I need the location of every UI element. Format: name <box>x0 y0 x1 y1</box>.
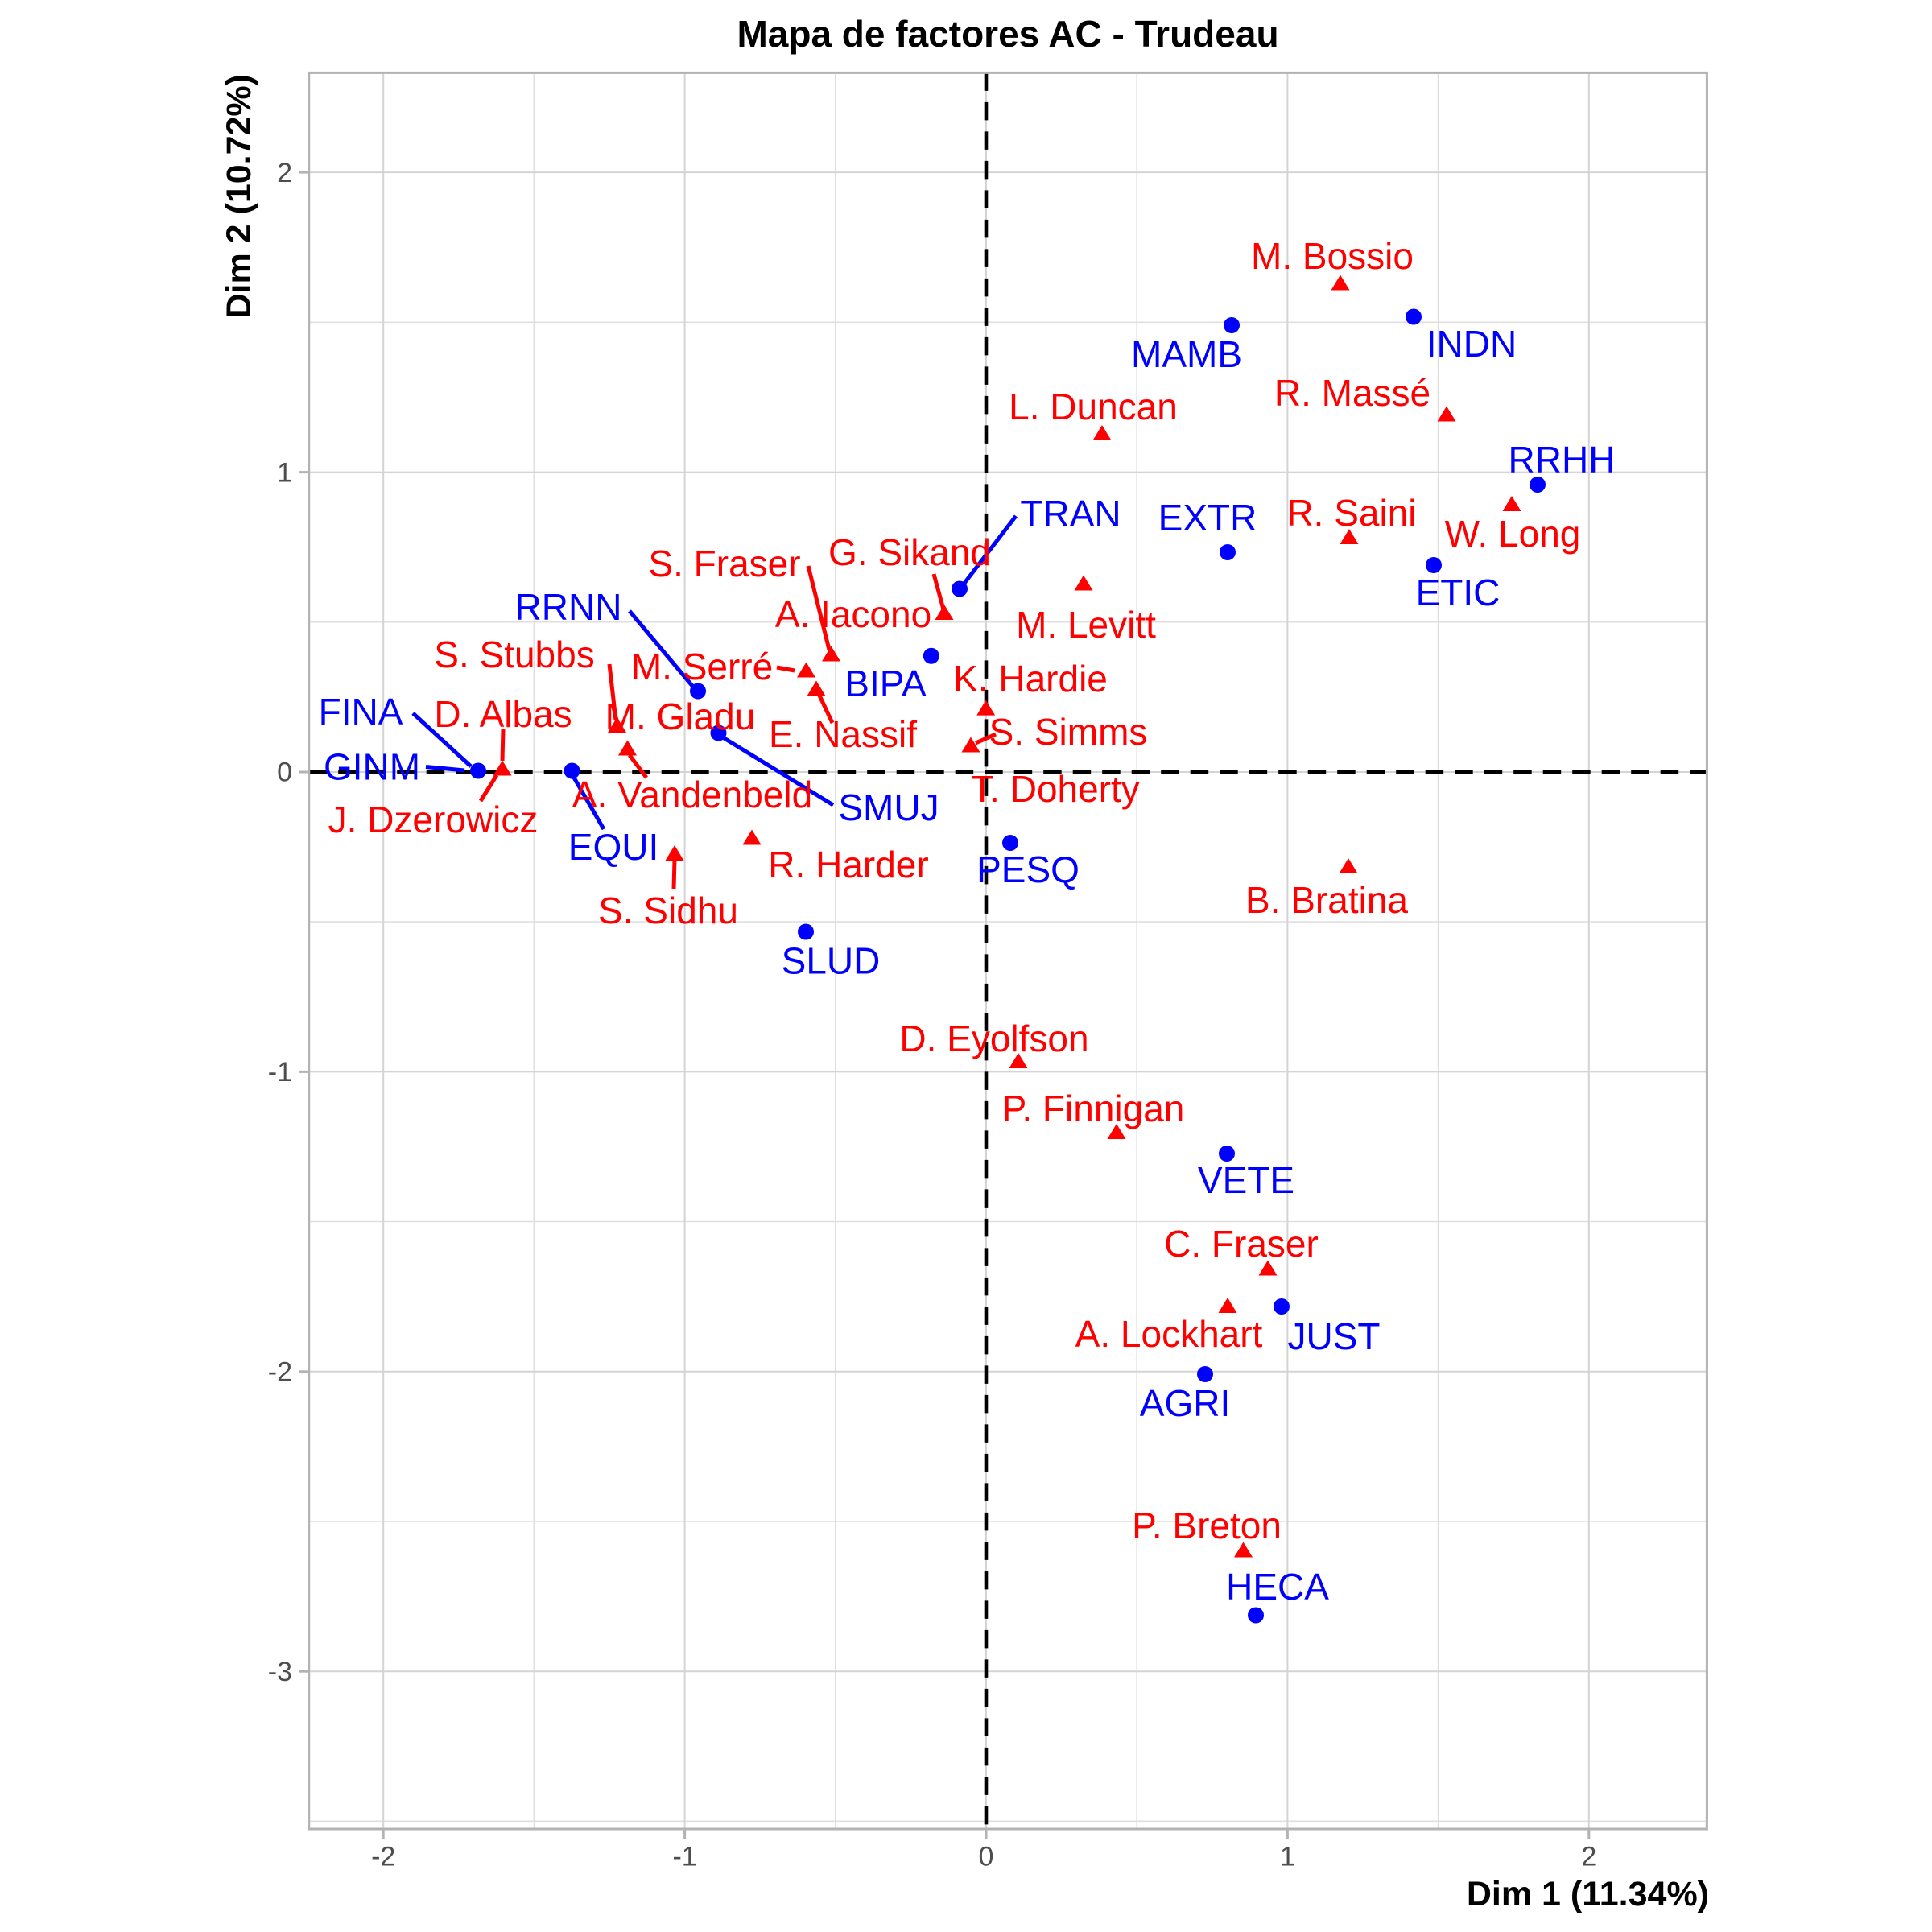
svg-text:1: 1 <box>277 457 292 488</box>
svg-text:0: 0 <box>277 758 292 788</box>
svg-text:S. Stubbs: S. Stubbs <box>434 634 594 675</box>
svg-text:2: 2 <box>1581 1842 1596 1872</box>
svg-text:M. Serré: M. Serré <box>631 646 773 687</box>
svg-text:P. Finnigan: P. Finnigan <box>1002 1088 1185 1129</box>
svg-text:HECA: HECA <box>1226 1566 1329 1608</box>
svg-text:D. Albas: D. Albas <box>434 693 572 735</box>
svg-text:2: 2 <box>277 158 292 188</box>
svg-text:A. Vandenbeld: A. Vandenbeld <box>572 774 812 815</box>
svg-text:RRHH: RRHH <box>1509 439 1616 481</box>
svg-text:EXTR: EXTR <box>1158 497 1257 539</box>
svg-text:0: 0 <box>979 1842 994 1872</box>
svg-text:MAMB: MAMB <box>1131 333 1242 375</box>
svg-text:S. Sidhu: S. Sidhu <box>598 890 738 931</box>
svg-text:R. Harder: R. Harder <box>768 844 928 886</box>
svg-text:B. Bratina: B. Bratina <box>1245 879 1408 921</box>
svg-text:M. Bossio: M. Bossio <box>1251 235 1414 277</box>
svg-text:E. Nassif: E. Nassif <box>769 713 917 755</box>
svg-text:JUST: JUST <box>1288 1315 1381 1357</box>
svg-text:SLUD: SLUD <box>782 940 881 982</box>
svg-text:Dim 2 (10.72%): Dim 2 (10.72%) <box>220 74 258 319</box>
svg-text:-1: -1 <box>672 1842 696 1872</box>
svg-text:INDN: INDN <box>1426 323 1517 365</box>
svg-text:A. Lockhart: A. Lockhart <box>1075 1313 1263 1355</box>
svg-text:1: 1 <box>1280 1842 1295 1872</box>
svg-text:W. Long: W. Long <box>1445 513 1581 555</box>
svg-text:SMUJ: SMUJ <box>838 786 939 828</box>
svg-text:M. Levitt: M. Levitt <box>1016 604 1156 646</box>
svg-text:EQUI: EQUI <box>568 826 658 868</box>
svg-text:K. Hardie: K. Hardie <box>953 658 1108 700</box>
svg-text:Mapa de factores AC - Trudeau: Mapa de factores AC - Trudeau <box>737 13 1278 55</box>
svg-text:M. Gladu: M. Gladu <box>605 696 756 737</box>
svg-text:R. Saini: R. Saini <box>1286 492 1416 534</box>
svg-text:RRNN: RRNN <box>515 586 622 628</box>
svg-text:C. Fraser: C. Fraser <box>1164 1223 1319 1265</box>
svg-text:G. Sikand: G. Sikand <box>828 531 991 573</box>
svg-text:Dim 1 (11.34%): Dim 1 (11.34%) <box>1467 1875 1709 1913</box>
svg-text:S. Simms: S. Simms <box>989 711 1148 753</box>
svg-text:-1: -1 <box>268 1057 292 1088</box>
svg-text:R. Massé: R. Massé <box>1274 372 1430 414</box>
svg-text:-2: -2 <box>268 1357 292 1388</box>
svg-text:A. Iacono: A. Iacono <box>775 593 931 635</box>
svg-text:P. Breton: P. Breton <box>1132 1505 1282 1546</box>
svg-text:L. Duncan: L. Duncan <box>1009 386 1178 427</box>
svg-text:BIPA: BIPA <box>844 663 927 704</box>
svg-text:J. Dzerowicz: J. Dzerowicz <box>328 799 539 840</box>
svg-text:-2: -2 <box>371 1842 395 1872</box>
svg-text:T. Doherty: T. Doherty <box>971 768 1140 810</box>
svg-text:ETIC: ETIC <box>1416 572 1501 613</box>
svg-text:D. Eyolfson: D. Eyolfson <box>899 1018 1088 1059</box>
svg-text:AGRI: AGRI <box>1140 1382 1230 1424</box>
svg-text:FINA: FINA <box>319 691 403 733</box>
svg-text:TRAN: TRAN <box>1020 493 1121 535</box>
svg-text:GINM: GINM <box>324 746 420 788</box>
svg-text:VETE: VETE <box>1198 1159 1294 1201</box>
svg-text:S. Fraser: S. Fraser <box>648 543 800 584</box>
svg-text:PESQ: PESQ <box>976 848 1080 890</box>
svg-text:-3: -3 <box>268 1657 292 1687</box>
